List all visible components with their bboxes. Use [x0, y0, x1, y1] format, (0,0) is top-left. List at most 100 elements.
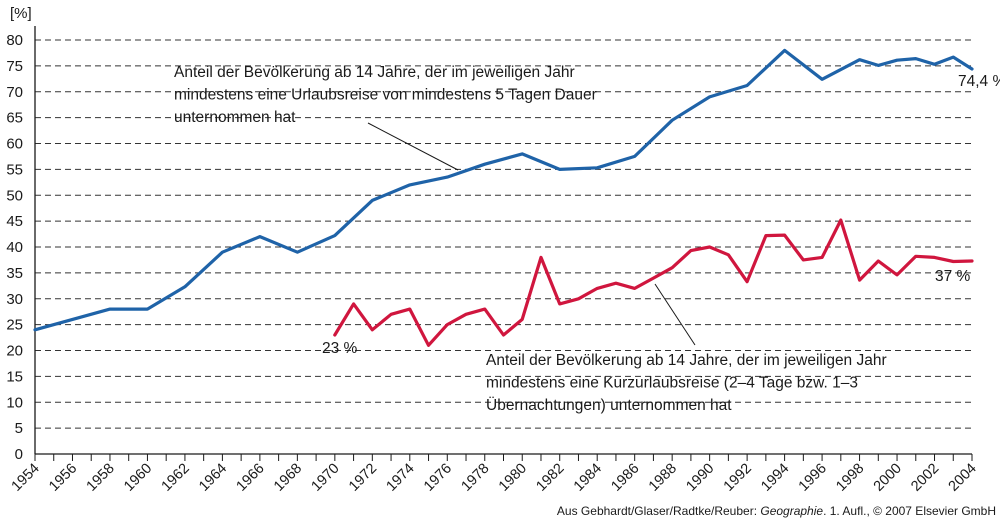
- x-tick-label: 1994: [758, 461, 792, 495]
- x-tick-label: 1988: [646, 461, 680, 495]
- x-tick-label: 2000: [871, 461, 905, 495]
- data-point-series-1: [258, 235, 261, 238]
- data-point-series-1: [483, 163, 486, 166]
- data-point-series-2: [746, 280, 749, 283]
- data-point-series-2: [333, 334, 336, 336]
- data-point-series-1: [521, 152, 524, 155]
- x-tick-label: 1976: [421, 461, 455, 495]
- data-point-series-2: [408, 308, 411, 310]
- series-1-annotation-line: unternommen hat: [174, 109, 296, 126]
- data-point-series-1: [858, 58, 861, 61]
- data-point-series-1: [952, 56, 955, 58]
- y-tick-label: 35: [6, 265, 23, 282]
- data-point-series-2: [502, 334, 505, 336]
- data-point-series-2: [671, 266, 674, 269]
- series-1-annotation: Anteil der Bevölkerung ab 14 Jahre, der …: [174, 64, 597, 126]
- data-point-series-2: [858, 279, 861, 282]
- y-tick-label: 20: [6, 343, 23, 360]
- data-point-series-2: [615, 282, 617, 285]
- data-point-series-2: [577, 297, 580, 300]
- data-point-series-1: [296, 251, 299, 254]
- y-tick-label: 25: [6, 317, 23, 334]
- data-point-series-1: [34, 328, 36, 331]
- series-line-1: [33, 48, 974, 332]
- x-tick-label: 1982: [533, 461, 567, 495]
- data-point-series-2: [427, 344, 430, 347]
- data-point-series-2: [371, 328, 374, 331]
- data-point-series-2: [540, 256, 542, 259]
- x-tick-label: 1956: [46, 461, 80, 495]
- data-point-series-2: [465, 313, 467, 316]
- series-1-annotation-line: Anteil der Bevölkerung ab 14 Jahre, der …: [174, 64, 575, 81]
- y-tick-label: 0: [15, 446, 23, 463]
- data-point-series-1: [596, 166, 599, 169]
- data-point-series-1: [558, 168, 561, 171]
- data-point-series-2: [914, 255, 917, 258]
- x-tick-label: 1986: [608, 461, 642, 495]
- data-point-series-1: [146, 308, 149, 310]
- data-point-series-2: [390, 313, 392, 316]
- x-tick-label: 2002: [908, 461, 942, 495]
- y-tick-label: 5: [15, 420, 23, 437]
- series-line-2: [333, 218, 974, 347]
- data-point-series-1: [896, 59, 898, 62]
- credit-suffix: . 1. Aufl., © 2007 Elsevier GmbH: [823, 504, 996, 518]
- series-2-start-label: 23 %: [322, 340, 358, 357]
- data-point-series-1: [708, 96, 711, 98]
- data-point-series-1: [933, 63, 936, 66]
- series-2-end-label: 37 %: [935, 268, 971, 285]
- series-1-annotation-line: mindestens eine Urlaubsreise von mindest…: [174, 87, 597, 104]
- data-point-series-2: [352, 303, 355, 305]
- data-point-series-1: [221, 251, 224, 254]
- series-1-leader-line: [367, 122, 459, 171]
- x-tick-label: 1996: [796, 461, 830, 495]
- data-point-series-1: [408, 184, 411, 186]
- series-2-leader-line: [654, 283, 696, 346]
- x-tick-label: 1972: [346, 461, 380, 495]
- x-tick-label: 1970: [309, 461, 343, 495]
- image-credit: Aus Gebhardt/Glaser/Radtke/Reuber: Geogr…: [557, 504, 996, 518]
- x-tick-label: 1958: [84, 461, 118, 495]
- x-tick-label: 2004: [946, 461, 980, 495]
- y-tick-label: 15: [6, 368, 23, 385]
- data-point-series-2: [633, 287, 636, 290]
- data-point-series-1: [184, 285, 186, 288]
- y-tick-label: 55: [6, 161, 23, 178]
- x-tick-label: 1992: [721, 461, 755, 495]
- x-tick-label: 1974: [383, 461, 417, 495]
- series-1-end-label: 74,4 %: [958, 73, 1000, 90]
- data-point-series-1: [633, 155, 636, 158]
- x-tick-label: 1964: [196, 461, 230, 495]
- data-point-series-1: [746, 84, 749, 87]
- data-point-series-2: [952, 260, 955, 263]
- x-tick-label: 1954: [9, 461, 43, 495]
- x-tick-label: 1962: [159, 461, 193, 495]
- data-point-series-2: [971, 260, 973, 262]
- data-point-series-2: [877, 260, 880, 262]
- y-axis-unit: [%]: [10, 5, 32, 22]
- x-tick-label: 1980: [496, 461, 530, 495]
- data-point-series-1: [371, 199, 374, 202]
- data-point-series-1: [109, 308, 111, 310]
- series-2-annotation-line: Übernachtungen) unternommen hat: [486, 396, 732, 414]
- x-tick-label: 1960: [121, 461, 155, 495]
- x-tick-label: 1968: [271, 461, 305, 495]
- y-tick-label: 30: [6, 291, 23, 308]
- data-point-series-2: [821, 256, 823, 259]
- chart-labels: 74,4 % 23 % 37 % Anteil der Bevölkerung ab …: [174, 64, 1000, 414]
- data-point-series-2: [521, 318, 524, 321]
- data-point-series-2: [727, 253, 730, 256]
- y-tick-label: 65: [6, 110, 23, 127]
- data-point-series-2: [558, 303, 561, 305]
- series-2-annotation-line: Anteil der Bevölkerung ab 14 Jahre, der …: [486, 352, 887, 369]
- data-point-series-2: [839, 219, 842, 221]
- data-point-series-1: [914, 57, 917, 60]
- data-point-series-2: [802, 259, 805, 261]
- x-tick-label: 1990: [683, 461, 717, 495]
- y-tick-label: 60: [6, 136, 23, 153]
- series-lines: [33, 48, 974, 347]
- credit-prefix: Aus Gebhardt/Glaser/Radtke/Reuber:: [556, 504, 761, 518]
- y-tick-label: 50: [6, 187, 23, 204]
- data-point-series-2: [764, 234, 767, 237]
